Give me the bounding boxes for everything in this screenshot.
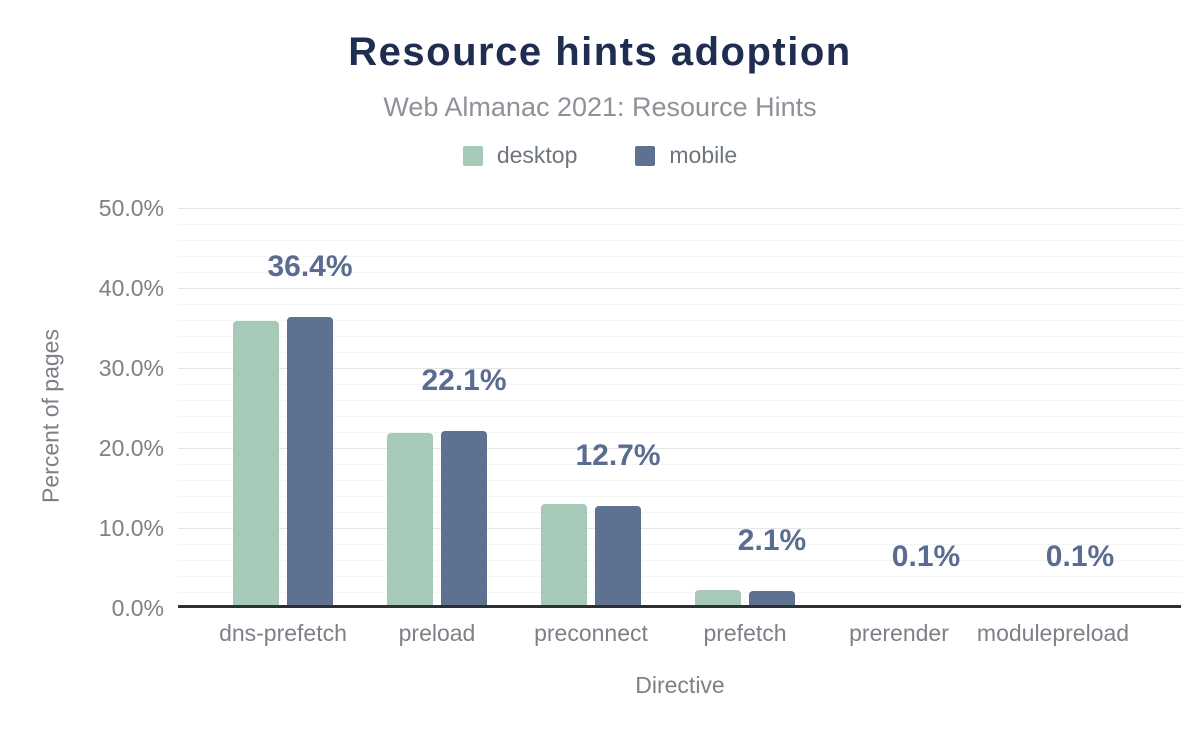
gridline-minor: [178, 480, 1181, 481]
gridline-minor: [178, 432, 1181, 433]
bar-desktop: [695, 589, 741, 608]
x-tick-label: modulepreload: [976, 620, 1130, 646]
value-label: 22.1%: [421, 364, 507, 398]
y-tick-label: 0.0%: [111, 595, 164, 621]
y-tick-label: 10.0%: [98, 515, 164, 541]
legend-item-mobile: mobile: [635, 142, 737, 169]
gridline-major: [178, 368, 1181, 369]
y-tick-label: 40.0%: [98, 275, 164, 301]
gridline-major: [178, 288, 1181, 289]
x-axis-line: [178, 605, 1181, 608]
value-label: 0.1%: [891, 540, 961, 573]
gridline-minor: [178, 400, 1181, 401]
bar-desktop: [541, 504, 587, 608]
legend-swatch-icon: [635, 145, 656, 166]
gridline-minor: [178, 464, 1181, 465]
x-tick-label: preload: [398, 620, 476, 646]
x-tick-label: preconnect: [534, 620, 648, 646]
gridline-major: [178, 528, 1181, 529]
bar-mobile: [441, 431, 487, 608]
bar-mobile: [749, 591, 795, 608]
gridline-minor: [178, 336, 1181, 337]
chart-title: Resource hints adoption: [348, 30, 852, 74]
bar-desktop: [233, 320, 279, 608]
gridline-major: [178, 208, 1181, 209]
y-tick-label: 20.0%: [98, 435, 164, 461]
legend-label: desktop: [496, 142, 578, 168]
gridline-minor: [178, 384, 1181, 385]
gridline-minor: [178, 304, 1181, 305]
gridline-minor: [178, 544, 1181, 545]
y-tick-label: 30.0%: [98, 355, 164, 381]
x-tick-label: prefetch: [703, 620, 787, 646]
value-label: 36.4%: [267, 249, 353, 283]
gridline-minor: [178, 352, 1181, 353]
legend-swatch-icon: [462, 145, 483, 166]
x-axis-title: Directive: [635, 672, 725, 698]
gridline-minor: [178, 592, 1181, 593]
gridline-minor: [178, 240, 1181, 241]
x-tick-label: dns-prefetch: [219, 620, 347, 646]
gridline-minor: [178, 496, 1181, 497]
x-tick-label: prerender: [849, 620, 949, 646]
gridline-minor: [178, 272, 1181, 273]
chart-subtitle: Web Almanac 2021: Resource Hints: [383, 92, 817, 122]
gridline-minor: [178, 224, 1181, 225]
legend-label: mobile: [669, 142, 738, 168]
value-label: 2.1%: [737, 524, 807, 558]
legend: desktop mobile: [0, 142, 1200, 169]
bar-mobile: [287, 316, 333, 608]
gridline-minor: [178, 576, 1181, 577]
gridline-minor: [178, 512, 1181, 513]
value-label: 12.7%: [575, 439, 661, 473]
gridline-minor: [178, 416, 1181, 417]
gridline-minor: [178, 256, 1181, 257]
legend-item-desktop: desktop: [462, 142, 578, 169]
gridline-minor: [178, 560, 1181, 561]
bar-desktop: [387, 432, 433, 608]
y-tick-label: 50.0%: [98, 195, 164, 221]
bar-mobile: [595, 506, 641, 608]
gridline-major: [178, 448, 1181, 449]
value-label: 0.1%: [1045, 540, 1115, 573]
gridline-minor: [178, 320, 1181, 321]
